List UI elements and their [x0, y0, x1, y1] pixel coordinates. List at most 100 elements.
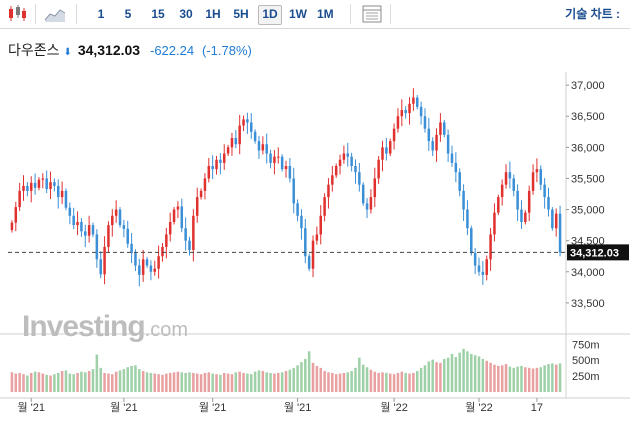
timeframe-15[interactable]: 15: [151, 7, 165, 21]
volume-bar: [415, 371, 419, 392]
volume-bar: [473, 355, 477, 392]
candle-body: [219, 159, 222, 163]
candle-body: [265, 144, 268, 154]
toolbar-divider: [35, 4, 36, 24]
candle-body: [319, 215, 322, 235]
volume-bar: [215, 374, 218, 392]
volume-bar: [242, 372, 245, 392]
candle-body: [365, 203, 369, 210]
volume-bar: [138, 369, 141, 392]
candle-body: [385, 147, 388, 154]
candlestick-type-icon[interactable]: [6, 4, 28, 24]
volume-bar: [439, 362, 442, 392]
candle-body: [18, 190, 21, 208]
candle-body: [500, 184, 504, 198]
timeframe-5h[interactable]: 5H: [233, 7, 249, 21]
timeframe-5[interactable]: 5: [124, 7, 132, 21]
candle-body: [188, 240, 191, 250]
candle-body: [481, 271, 485, 275]
volume-bar: [388, 373, 392, 392]
candle-body: [323, 197, 326, 216]
timeframe-1d[interactable]: 1D: [258, 5, 282, 25]
volume-bar: [111, 374, 114, 392]
candle-body: [554, 213, 558, 229]
volume-bar: [412, 372, 415, 392]
volume-bar: [396, 372, 400, 392]
candle-body: [118, 209, 122, 226]
volume-bar: [114, 371, 118, 392]
volume-bar: [145, 372, 149, 392]
candle-body: [369, 197, 373, 210]
volume-bar: [29, 372, 33, 392]
volume-bar: [192, 372, 195, 392]
volume-bar: [134, 365, 137, 392]
volume-bar: [535, 367, 539, 392]
volume-bar: [400, 371, 404, 392]
candle-body: [277, 156, 280, 158]
candle-body: [230, 138, 234, 148]
volume-bar: [226, 373, 230, 392]
area-chart-icon[interactable]: [44, 4, 66, 24]
candle-body: [180, 206, 184, 229]
volume-bar: [524, 367, 527, 392]
volume-bar: [527, 367, 531, 392]
candle-body: [134, 253, 137, 266]
candle-body: [427, 128, 431, 142]
volume-bar: [277, 372, 280, 392]
volume-bar: [543, 365, 546, 392]
volume-bar: [508, 366, 512, 392]
y-tick-label: 36,500: [571, 111, 605, 123]
candle-body: [450, 153, 454, 163]
price-change-pct: (-1.78%): [201, 43, 252, 58]
candle-body: [334, 166, 338, 176]
candle-body: [292, 178, 295, 204]
toolbar-divider: [350, 4, 351, 24]
chart-toolbar: 1 5 15 30 1H 5H 1D 1W 1M 기술 차트 :: [0, 0, 630, 29]
candle-body: [257, 141, 261, 151]
candle-body: [145, 259, 149, 266]
volume-bar: [95, 354, 99, 392]
volume-bar: [76, 372, 79, 392]
candle-body: [250, 122, 253, 132]
volume-bar: [45, 374, 48, 392]
volume-bar: [369, 369, 373, 392]
indicator-panel-icon[interactable]: [361, 4, 383, 24]
candle-body: [300, 215, 303, 229]
candle-body: [114, 209, 118, 216]
x-tick-label: 월 '22: [465, 401, 493, 414]
volume-bar: [103, 372, 106, 392]
timeframe-30[interactable]: 30: [179, 7, 193, 21]
timeframe-1[interactable]: 1: [97, 7, 105, 21]
volume-bar: [443, 358, 446, 392]
x-tick-label: 월 '21: [110, 401, 138, 414]
candle-body: [331, 175, 334, 185]
candle-body: [149, 265, 153, 272]
candle-body: [195, 197, 199, 216]
candle-body: [211, 166, 214, 170]
candle-body: [296, 203, 299, 216]
volume-bar: [234, 372, 238, 392]
timeframe-1m[interactable]: 1M: [317, 7, 334, 21]
candle-body: [470, 228, 473, 254]
candle-body: [192, 215, 195, 250]
candle-body: [423, 116, 427, 129]
volume-bar: [346, 372, 350, 392]
volume-tick-label: 750m: [572, 339, 600, 351]
volume-bar: [497, 365, 500, 392]
volume-bar: [373, 371, 377, 392]
candle-body: [408, 103, 411, 114]
volume-bar: [435, 362, 438, 392]
volume-bar: [72, 374, 75, 392]
timeframe-1w[interactable]: 1W: [289, 7, 307, 21]
timeframe-1h[interactable]: 1H: [205, 7, 221, 21]
volume-bar: [419, 367, 423, 392]
volume-bar: [84, 372, 87, 392]
volume-bar: [238, 371, 241, 392]
x-tick-label: 월 '22: [380, 401, 408, 414]
technical-chart-button[interactable]: 기술 차트 :: [565, 7, 620, 21]
volume-bar: [199, 374, 203, 392]
volume-bar: [361, 364, 365, 392]
y-tick-label: 33,500: [571, 298, 605, 310]
candle-body: [37, 179, 41, 188]
